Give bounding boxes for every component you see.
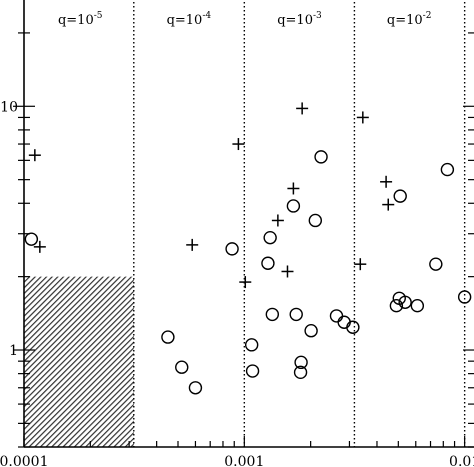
plot-frame-layer xyxy=(23,0,474,448)
circle-marker xyxy=(398,295,412,309)
region-label: q=10-4 xyxy=(167,11,212,28)
circle-marker xyxy=(261,256,275,270)
circle-marker xyxy=(393,189,407,203)
circle-marker xyxy=(329,309,344,323)
y-tick-label: 1 xyxy=(9,343,18,359)
shaded-region-layer xyxy=(24,276,134,447)
circle-marker xyxy=(440,162,455,177)
circle-marker xyxy=(429,257,443,271)
data-point-layer xyxy=(24,102,472,395)
plus-marker xyxy=(232,138,245,151)
plus-marker xyxy=(186,238,199,251)
plus-marker xyxy=(354,258,367,271)
region-label: q=10-2 xyxy=(387,11,432,28)
x-tick-label: 0.0001 xyxy=(0,454,49,467)
plus-marker xyxy=(296,102,309,115)
circle-marker xyxy=(389,298,404,313)
circle-marker xyxy=(245,364,260,378)
plus-marker xyxy=(33,240,46,253)
circle-marker xyxy=(337,315,351,329)
label-layer: 1100.00010.0010.01q=10-5q=10-4q=10-3q=10… xyxy=(0,11,474,467)
circle-marker xyxy=(289,307,303,322)
plus-marker xyxy=(287,182,300,195)
region-label-base: q=10 xyxy=(387,13,423,28)
region-label-base: q=10 xyxy=(167,13,203,28)
circle-marker xyxy=(161,330,175,344)
circle-marker xyxy=(457,290,472,304)
x-tick-label: 0.01 xyxy=(449,454,474,467)
region-label-exponent: -4 xyxy=(202,11,211,21)
region-divider-layer xyxy=(133,0,466,447)
region-label: q=10-5 xyxy=(58,11,103,28)
region-label-base: q=10 xyxy=(277,13,313,28)
y-tick-label: 10 xyxy=(0,99,18,115)
circle-marker xyxy=(225,242,239,256)
region-label-exponent: -5 xyxy=(94,11,103,21)
circle-marker xyxy=(410,298,425,313)
circle-marker xyxy=(346,320,360,334)
plus-marker xyxy=(271,214,284,227)
circle-marker xyxy=(314,150,328,164)
x-tick-label: 0.001 xyxy=(224,454,264,467)
region-label: q=10-3 xyxy=(277,11,322,28)
circle-marker xyxy=(293,365,308,380)
plus-marker xyxy=(28,149,41,162)
circle-marker xyxy=(188,381,203,395)
circle-marker xyxy=(263,230,277,245)
circle-marker xyxy=(294,355,308,370)
circle-marker xyxy=(265,307,280,322)
plus-marker xyxy=(239,276,252,289)
circle-marker xyxy=(304,324,318,338)
plus-marker xyxy=(380,175,393,188)
circle-marker xyxy=(175,360,189,374)
plus-marker xyxy=(356,111,369,124)
region-label-base: q=10 xyxy=(58,13,94,28)
circle-marker xyxy=(308,213,323,228)
circle-marker xyxy=(24,232,39,246)
region-label-exponent: -3 xyxy=(313,11,322,21)
plus-marker xyxy=(281,265,294,278)
region-label-exponent: -2 xyxy=(423,11,432,21)
circle-marker xyxy=(244,338,259,352)
shaded-region xyxy=(24,276,134,447)
plus-marker xyxy=(382,198,395,211)
circle-marker xyxy=(286,199,301,213)
